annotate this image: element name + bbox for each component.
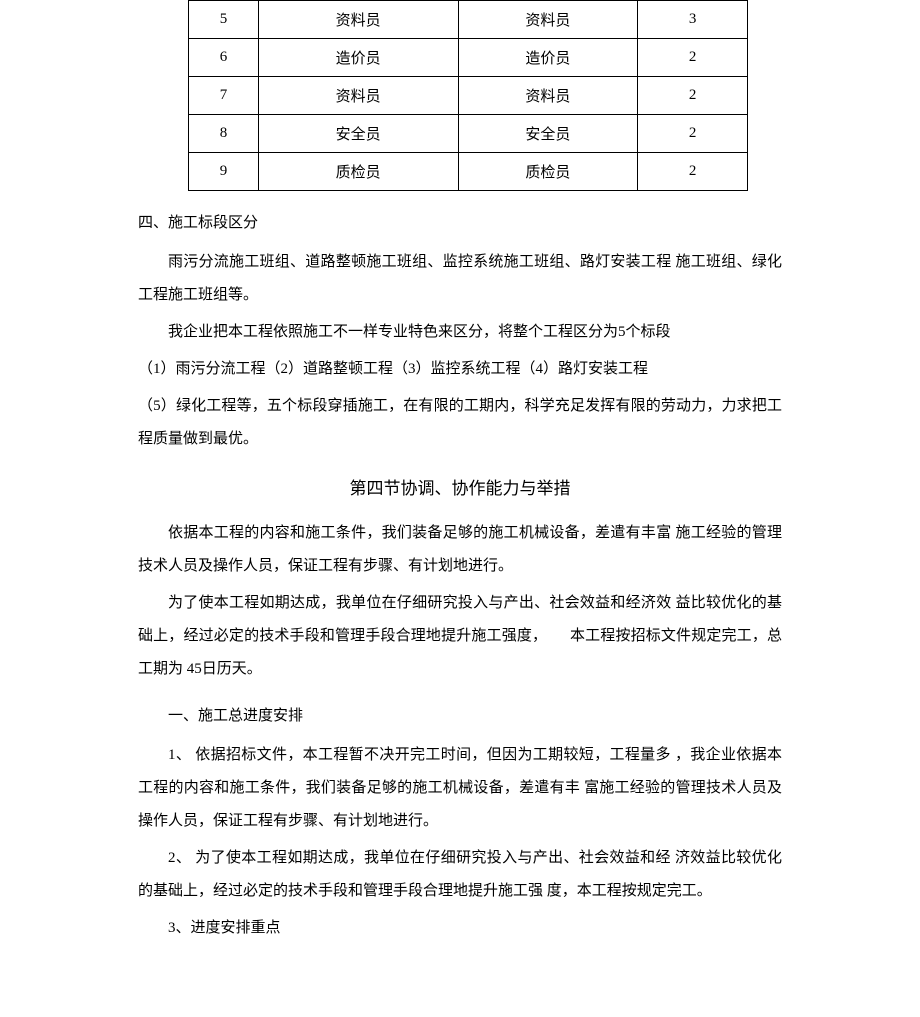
table-row: 7 资料员 资料员 2 bbox=[189, 77, 748, 115]
section-title: 第四节协调、协作能力与举措 bbox=[138, 474, 782, 499]
table-row: 5 资料员 资料员 3 bbox=[189, 1, 748, 39]
table-row: 9 质检员 质检员 2 bbox=[189, 153, 748, 191]
heading-section-4: 四、施工标段区分 bbox=[138, 211, 782, 232]
table-cell: 资料员 bbox=[258, 1, 458, 39]
table-cell: 8 bbox=[189, 115, 259, 153]
body-paragraph: 依据本工程的内容和施工条件，我们装备足够的施工机械设备，差遣有丰富 施工经验的管… bbox=[138, 517, 782, 583]
body-paragraph: 3、进度安排重点 bbox=[138, 912, 782, 945]
body-paragraph: 我企业把本工程依照施工不一样专业特色来区分，将整个工程区分为5个标段 bbox=[138, 316, 782, 349]
table-cell: 2 bbox=[638, 153, 748, 191]
table-cell: 造价员 bbox=[458, 39, 638, 77]
table-cell: 安全员 bbox=[458, 115, 638, 153]
personnel-table: 5 资料员 资料员 3 6 造价员 造价员 2 7 资料员 资料员 2 8 安全… bbox=[188, 0, 748, 191]
table-cell: 资料员 bbox=[258, 77, 458, 115]
table-cell: 5 bbox=[189, 1, 259, 39]
body-paragraph: 1、 依据招标文件，本工程暂不决开完工时间，但因为工期较短，工程量多 ，我企业依… bbox=[138, 739, 782, 838]
body-paragraph: 雨污分流施工班组、道路整顿施工班组、监控系统施工班组、路灯安装工程 施工班组、绿… bbox=[138, 246, 782, 312]
table-cell: 7 bbox=[189, 77, 259, 115]
body-paragraph: 为了使本工程如期达成，我单位在仔细研究投入与产出、社会效益和经济效 益比较优化的… bbox=[138, 587, 782, 686]
table-cell: 资料员 bbox=[458, 1, 638, 39]
body-paragraph: 2、 为了使本工程如期达成，我单位在仔细研究投入与产出、社会效益和经 济效益比较… bbox=[138, 842, 782, 908]
table-cell: 造价员 bbox=[258, 39, 458, 77]
sub-heading: 一、施工总进度安排 bbox=[138, 704, 782, 725]
table-cell: 安全员 bbox=[258, 115, 458, 153]
table-cell: 9 bbox=[189, 153, 259, 191]
table-cell: 2 bbox=[638, 39, 748, 77]
table-cell: 6 bbox=[189, 39, 259, 77]
table-row: 8 安全员 安全员 2 bbox=[189, 115, 748, 153]
table-cell: 质检员 bbox=[258, 153, 458, 191]
table-cell: 资料员 bbox=[458, 77, 638, 115]
table-cell: 3 bbox=[638, 1, 748, 39]
table-cell: 2 bbox=[638, 115, 748, 153]
table-row: 6 造价员 造价员 2 bbox=[189, 39, 748, 77]
body-paragraph: （1）雨污分流工程（2）道路整顿工程（3）监控系统工程（4）路灯安装工程 bbox=[138, 353, 782, 386]
body-paragraph: （5）绿化工程等，五个标段穿插施工，在有限的工期内，科学充足发挥有限的劳动力，力… bbox=[138, 390, 782, 456]
table-cell: 质检员 bbox=[458, 153, 638, 191]
table-cell: 2 bbox=[638, 77, 748, 115]
